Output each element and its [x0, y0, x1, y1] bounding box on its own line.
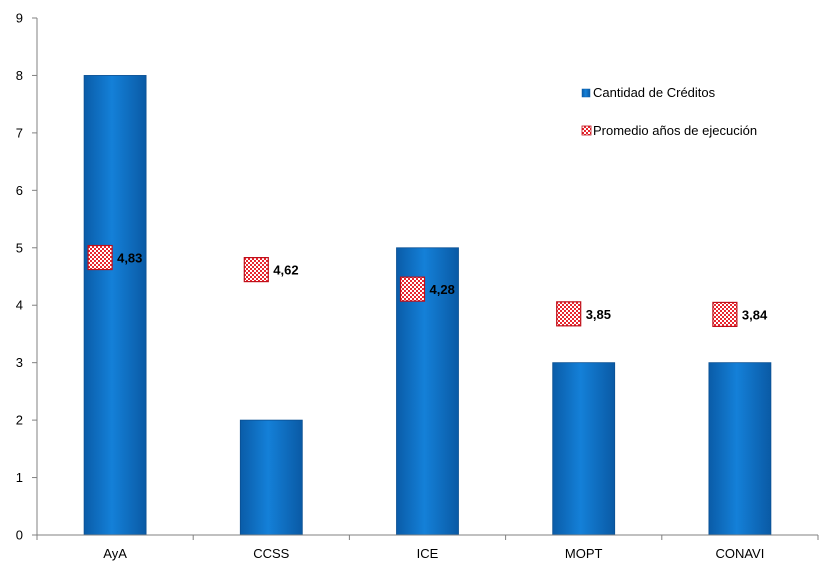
marker-aya	[87, 244, 113, 271]
legend-label-bar: Cantidad de Créditos	[593, 85, 716, 100]
x-tick-label: ICE	[417, 546, 439, 561]
y-tick-label: 5	[16, 240, 23, 255]
y-axis-ticks: 0 1 2 3 4 5 6 7 8 9	[16, 11, 37, 543]
legend-swatch-marker	[581, 125, 592, 136]
marker-ice	[399, 276, 426, 302]
y-tick-label: 8	[16, 68, 23, 83]
axes	[36, 18, 818, 536]
y-tick-label: 7	[16, 125, 23, 140]
bar-aya	[83, 75, 147, 536]
markers: 4,83 4,62 4,28 3,85 3,84	[87, 244, 768, 328]
data-label: 4,28	[430, 282, 455, 297]
x-axis-ticks: AyA CCSS ICE MOPT CONAVI	[36, 535, 819, 561]
x-tick-label: CONAVI	[715, 546, 764, 561]
x-tick-label: CCSS	[253, 546, 289, 561]
y-tick-label: 9	[16, 11, 23, 26]
bar-mopt	[552, 362, 616, 536]
y-tick-label: 0	[16, 528, 23, 543]
y-tick-label: 2	[16, 413, 23, 428]
bar-ccss	[239, 419, 303, 536]
marker-conavi	[712, 301, 738, 328]
data-label: 3,84	[742, 307, 768, 322]
y-tick-label: 6	[16, 183, 23, 198]
marker-mopt	[556, 301, 582, 327]
data-label: 4,62	[273, 263, 298, 278]
x-tick-label: MOPT	[565, 546, 603, 561]
y-tick-label: 4	[16, 298, 23, 313]
legend-label-marker: Promedio años de ejecución	[593, 123, 757, 138]
y-tick-label: 1	[16, 470, 23, 485]
legend-swatch-bar	[581, 88, 591, 98]
x-tick-label: AyA	[103, 546, 127, 561]
marker-ccss	[243, 257, 269, 283]
data-label: 3,85	[586, 307, 611, 322]
y-tick-label: 3	[16, 355, 23, 370]
data-label: 4,83	[117, 251, 142, 266]
legend: Cantidad de Créditos Promedio años de ej…	[581, 85, 757, 138]
bars	[83, 75, 772, 536]
bar-conavi	[708, 362, 772, 536]
